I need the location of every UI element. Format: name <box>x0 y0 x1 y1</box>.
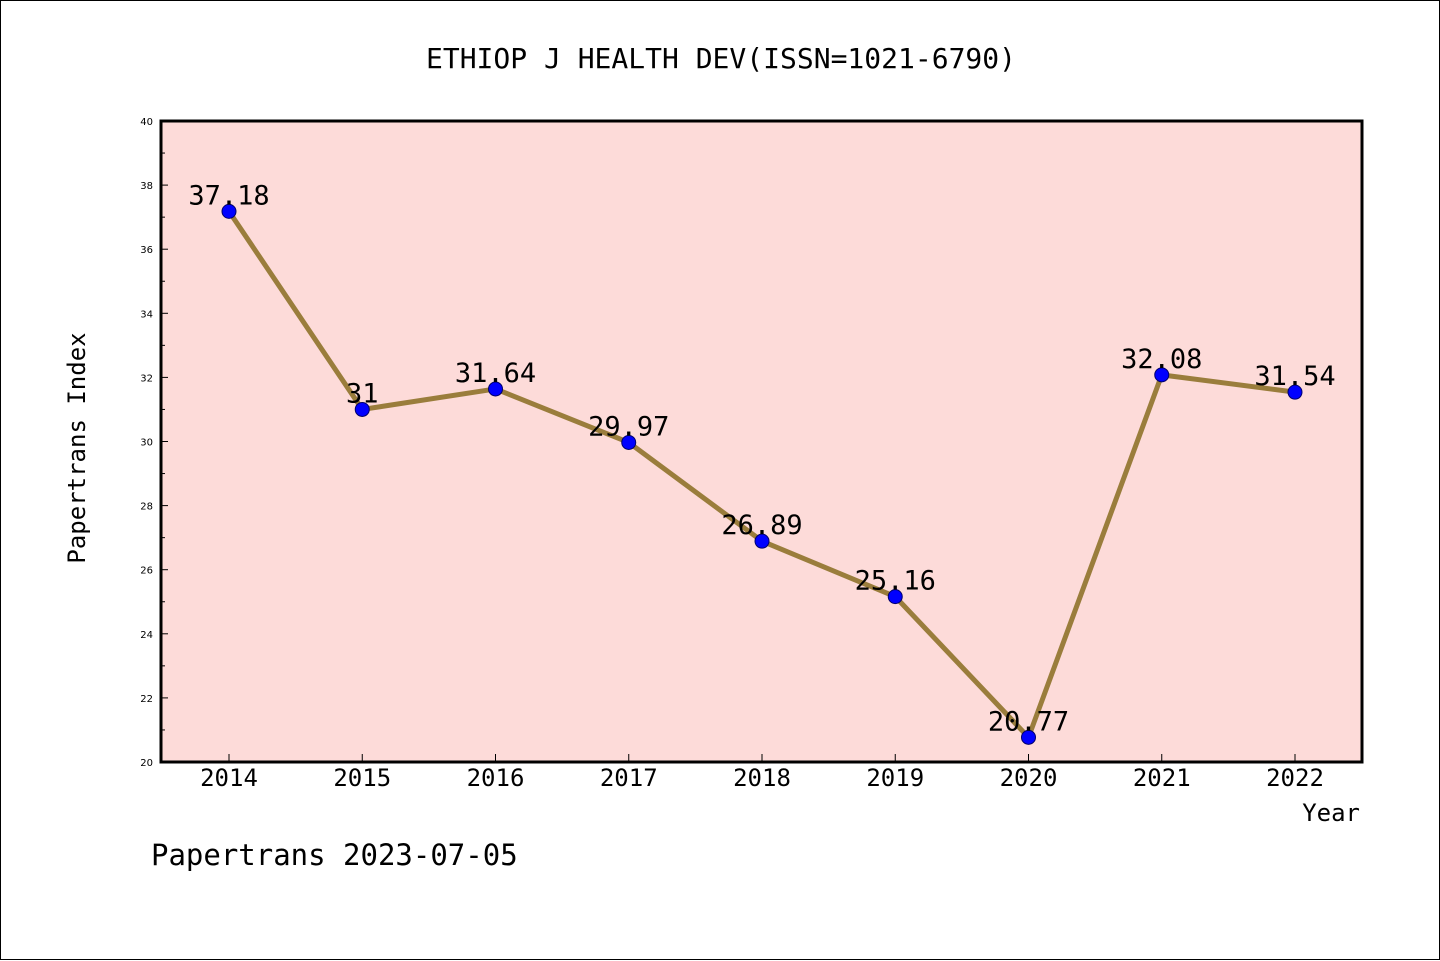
x-axis: 2014 2015 2016 2017 2018 2019 2020 2021 2022 <box>200 754 1324 792</box>
data-label: 31.54 <box>1254 361 1335 392</box>
data-label: 20.77 <box>988 706 1069 737</box>
y-tick-label: 32 <box>140 373 153 384</box>
x-axis-title: Year <box>1302 799 1360 827</box>
data-point <box>354 401 370 417</box>
footer-text: Papertrans 2023-07-05 <box>151 838 518 872</box>
chart-title: ETHIOP J HEALTH DEV(ISSN=1021-6790) <box>426 42 1016 75</box>
y-axis-title: Papertrans Index <box>63 332 91 563</box>
y-tick-label: 26 <box>140 566 153 577</box>
x-tick-label: 2019 <box>866 764 924 792</box>
data-point <box>621 434 637 450</box>
x-tick-label: 2016 <box>467 764 525 792</box>
y-tick-label: 34 <box>140 309 153 320</box>
x-tick-label: 2021 <box>1133 764 1191 792</box>
y-tick-label: 38 <box>140 181 153 192</box>
data-label: 26.89 <box>721 510 802 541</box>
data-label: 31.64 <box>455 358 536 389</box>
data-label: 37.18 <box>188 180 269 211</box>
y-tick-label: 20 <box>140 758 153 769</box>
y-tick-label: 24 <box>140 630 153 641</box>
data-point <box>1021 729 1036 745</box>
x-tick-label: 2020 <box>1000 764 1058 792</box>
series-layer: 37.18 31 31.64 29.97 26.89 25.16 20.77 32.08 31.… <box>188 180 1336 745</box>
data-point <box>221 203 237 219</box>
data-point <box>887 589 903 605</box>
x-tick-label: 2022 <box>1266 764 1324 792</box>
data-label: 32.08 <box>1121 344 1202 375</box>
plot-area <box>161 121 1362 762</box>
y-tick-label: 30 <box>140 438 153 449</box>
plot-border <box>159 119 1364 764</box>
data-point <box>1287 384 1303 400</box>
data-point <box>754 533 770 549</box>
data-label: 31 <box>346 378 379 409</box>
x-tick-label: 2014 <box>200 764 258 792</box>
data-label: 25.16 <box>855 566 936 597</box>
x-tick-label: 2015 <box>333 764 391 792</box>
y-tick-label: 28 <box>140 502 153 513</box>
y-tick-label: 40 <box>140 117 153 128</box>
y-axis: 20 22 24 26 28 30 32 34 36 38 40 <box>140 117 168 769</box>
x-tick-label: 2017 <box>600 764 658 792</box>
y-tick-label: 22 <box>140 694 153 705</box>
data-point <box>1154 367 1170 383</box>
data-point <box>488 381 503 397</box>
data-label: 29.97 <box>588 411 669 442</box>
x-tick-label: 2018 <box>733 764 791 792</box>
y-tick-label: 36 <box>140 245 153 256</box>
